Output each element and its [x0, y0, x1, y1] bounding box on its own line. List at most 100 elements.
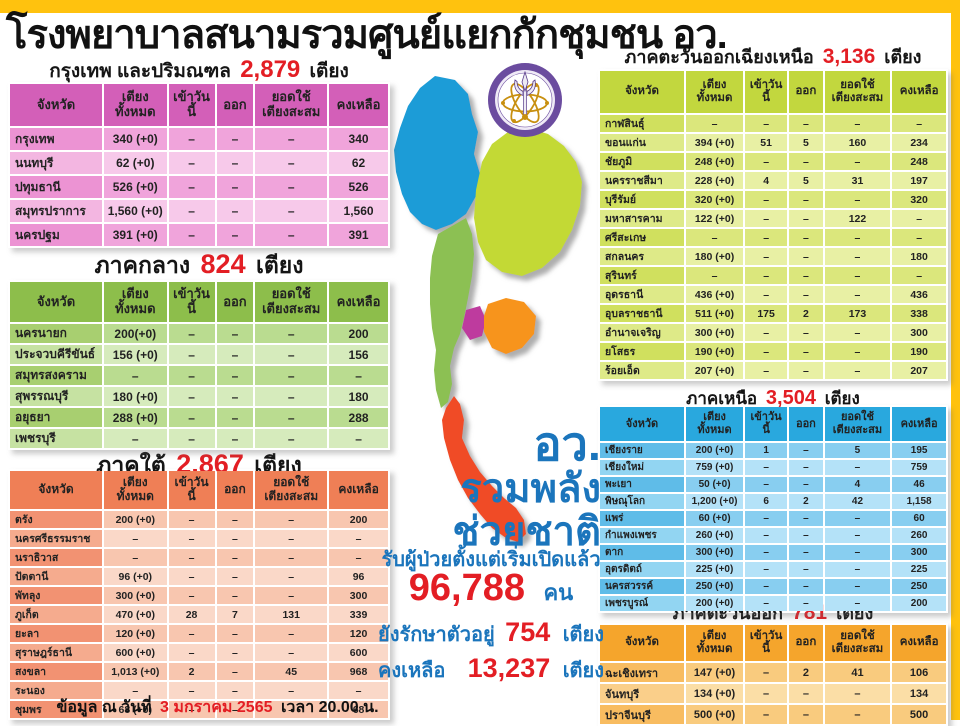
province-cell: ประจวบคีรีขันธ์: [10, 345, 102, 364]
remaining-value: 13,237: [467, 653, 551, 683]
table-row: พัทลุง 300 (+0) – – –300: [10, 587, 388, 604]
value-cell: –: [745, 153, 788, 170]
value-cell: –: [745, 115, 788, 132]
data-as-of-footer: ข้อมูล ณ วันที่ 3 มกราคม 2565 เวลา 20.00…: [45, 695, 390, 720]
column-header: คงเหลือ: [892, 625, 946, 661]
value-cell: –: [168, 176, 215, 198]
value-cell: –: [824, 286, 891, 303]
value-cell: –: [255, 128, 328, 150]
treating-value: 754: [505, 617, 551, 647]
value-cell: 160: [824, 134, 891, 151]
value-cell: –: [789, 324, 823, 341]
region-unit: เตียง: [254, 452, 302, 478]
value-cell: –: [789, 705, 823, 724]
province-cell: เพชรบูรณ์: [600, 596, 684, 611]
map-region-south: [442, 396, 526, 542]
province-cell: ยะลา: [10, 625, 102, 642]
value-cell: –: [216, 663, 254, 680]
region-beds: 824: [200, 249, 246, 279]
value-cell: –: [824, 362, 891, 379]
table-row: อุดรธานี 436 (+0) – – –436: [600, 286, 946, 303]
province-cell: พะเยา: [600, 477, 684, 492]
column-header: ยอดใช้ เตียงสะสม: [824, 625, 891, 661]
value-cell: –: [216, 701, 254, 718]
column-header: เข้าวันนี้: [168, 84, 215, 126]
province-cell: ระนอง: [10, 682, 102, 699]
admitted-unit: คน: [543, 580, 574, 605]
value-cell: –: [686, 229, 744, 246]
value-cell: –: [329, 682, 388, 699]
table-row: ภูเก็ต 470 (+0) 28 7 131 339: [10, 606, 388, 623]
region-title-bangkok: กรุงเทพ และปริมณฑล 2,879 เตียง: [8, 58, 390, 82]
table-row: อุบลราชธานี 511 (+0) 175 2 173 338: [600, 305, 946, 322]
value-cell: 5: [789, 134, 823, 151]
value-cell: 42: [824, 494, 891, 509]
value-cell: 300 (+0): [686, 545, 744, 560]
value-cell: –: [745, 267, 788, 284]
value-cell: 600 (+0): [104, 644, 167, 661]
table-row: ประจวบคีรีขันธ์ 156 (+0) – – –156: [10, 345, 388, 364]
value-cell: 200: [329, 511, 388, 528]
province-cell: นครราชสีมา: [600, 172, 684, 189]
table-row: นนทบุรี 62 (+0) – – –62: [10, 152, 388, 174]
thailand-map-svg: [394, 76, 582, 542]
value-cell: 1,200 (+0): [686, 494, 744, 509]
table-row: เพชรบูรณ์ 200 (+0) – – –200: [600, 596, 946, 611]
value-cell: –: [216, 644, 254, 661]
table-row: เชียงใหม่ 759 (+0) – – –759: [600, 460, 946, 475]
province-cell: อยุธยา: [10, 408, 102, 427]
value-cell: –: [745, 286, 788, 303]
table-row: สุพรรณบุรี 180 (+0) – – –180: [10, 387, 388, 406]
column-header: เตียง ทั้งหมด: [104, 282, 167, 322]
value-cell: 68 (+0): [104, 701, 167, 718]
value-cell: –: [892, 210, 946, 227]
province-cell: อำนาจเจริญ: [600, 324, 684, 341]
value-cell: –: [824, 248, 891, 265]
table-row: ร้อยเอ็ด 207 (+0) – – –207: [600, 362, 946, 379]
table-row: สุราษฎร์ธานี 600 (+0) – – –600: [10, 644, 388, 661]
table-row: ยโสธร 190 (+0) – – –190: [600, 343, 946, 360]
value-cell: –: [329, 549, 388, 566]
value-cell: –: [824, 153, 891, 170]
value-cell: –: [216, 200, 254, 222]
value-cell: –: [168, 644, 215, 661]
value-cell: –: [216, 224, 254, 246]
table-row: บุรีรัมย์ 320 (+0) – – –320: [600, 191, 946, 208]
region-beds: 2,879: [240, 56, 301, 83]
value-cell: –: [255, 366, 328, 385]
campaign-slogan: อว. รวมพลัง ช่วยชาติ: [383, 417, 601, 552]
value-cell: 180: [892, 248, 946, 265]
value-cell: –: [168, 568, 215, 585]
column-header: เตียง ทั้งหมด: [686, 625, 744, 661]
region-name: กรุงเทพ และปริมณฑล: [49, 61, 231, 82]
slogan-line-1: อว.: [533, 417, 601, 470]
column-header: เตียง ทั้งหมด: [686, 71, 744, 113]
column-header: เตียง ทั้งหมด: [686, 407, 744, 441]
region-unit: เตียง: [255, 252, 304, 278]
value-cell: –: [686, 267, 744, 284]
value-cell: 175: [745, 305, 788, 322]
table-row: แพร่ 60 (+0) – – –60: [600, 511, 946, 526]
table-row: สกลนคร 180 (+0) – – –180: [600, 248, 946, 265]
value-cell: –: [329, 530, 388, 547]
value-cell: –: [216, 152, 254, 174]
value-cell: –: [255, 625, 328, 642]
value-cell: 122: [824, 210, 891, 227]
value-cell: –: [745, 477, 788, 492]
value-cell: 968: [329, 663, 388, 680]
table-row: ตรัง 200 (+0) – – –200: [10, 511, 388, 528]
value-cell: –: [255, 200, 328, 222]
value-cell: 7: [216, 606, 254, 623]
value-cell: –: [824, 562, 891, 577]
value-cell: 759 (+0): [686, 460, 744, 475]
province-cell: พัทลุง: [10, 587, 102, 604]
region-table-northeast: จังหวัด เตียง ทั้งหมด เข้าวันนี้ ออก ยอดใช้ …: [598, 69, 948, 381]
value-cell: –: [789, 210, 823, 227]
table-row: เพชรบุรี – – – – –: [10, 429, 388, 448]
value-cell: –: [216, 511, 254, 528]
value-cell: –: [745, 362, 788, 379]
table-east: จังหวัด เตียง ทั้งหมด เข้าวันนี้ ออก ยอดใช้ …: [598, 623, 948, 726]
region-unit: เตียง: [884, 47, 922, 67]
value-cell: –: [745, 460, 788, 475]
column-header: ยอดใช้ เตียงสะสม: [824, 407, 891, 441]
